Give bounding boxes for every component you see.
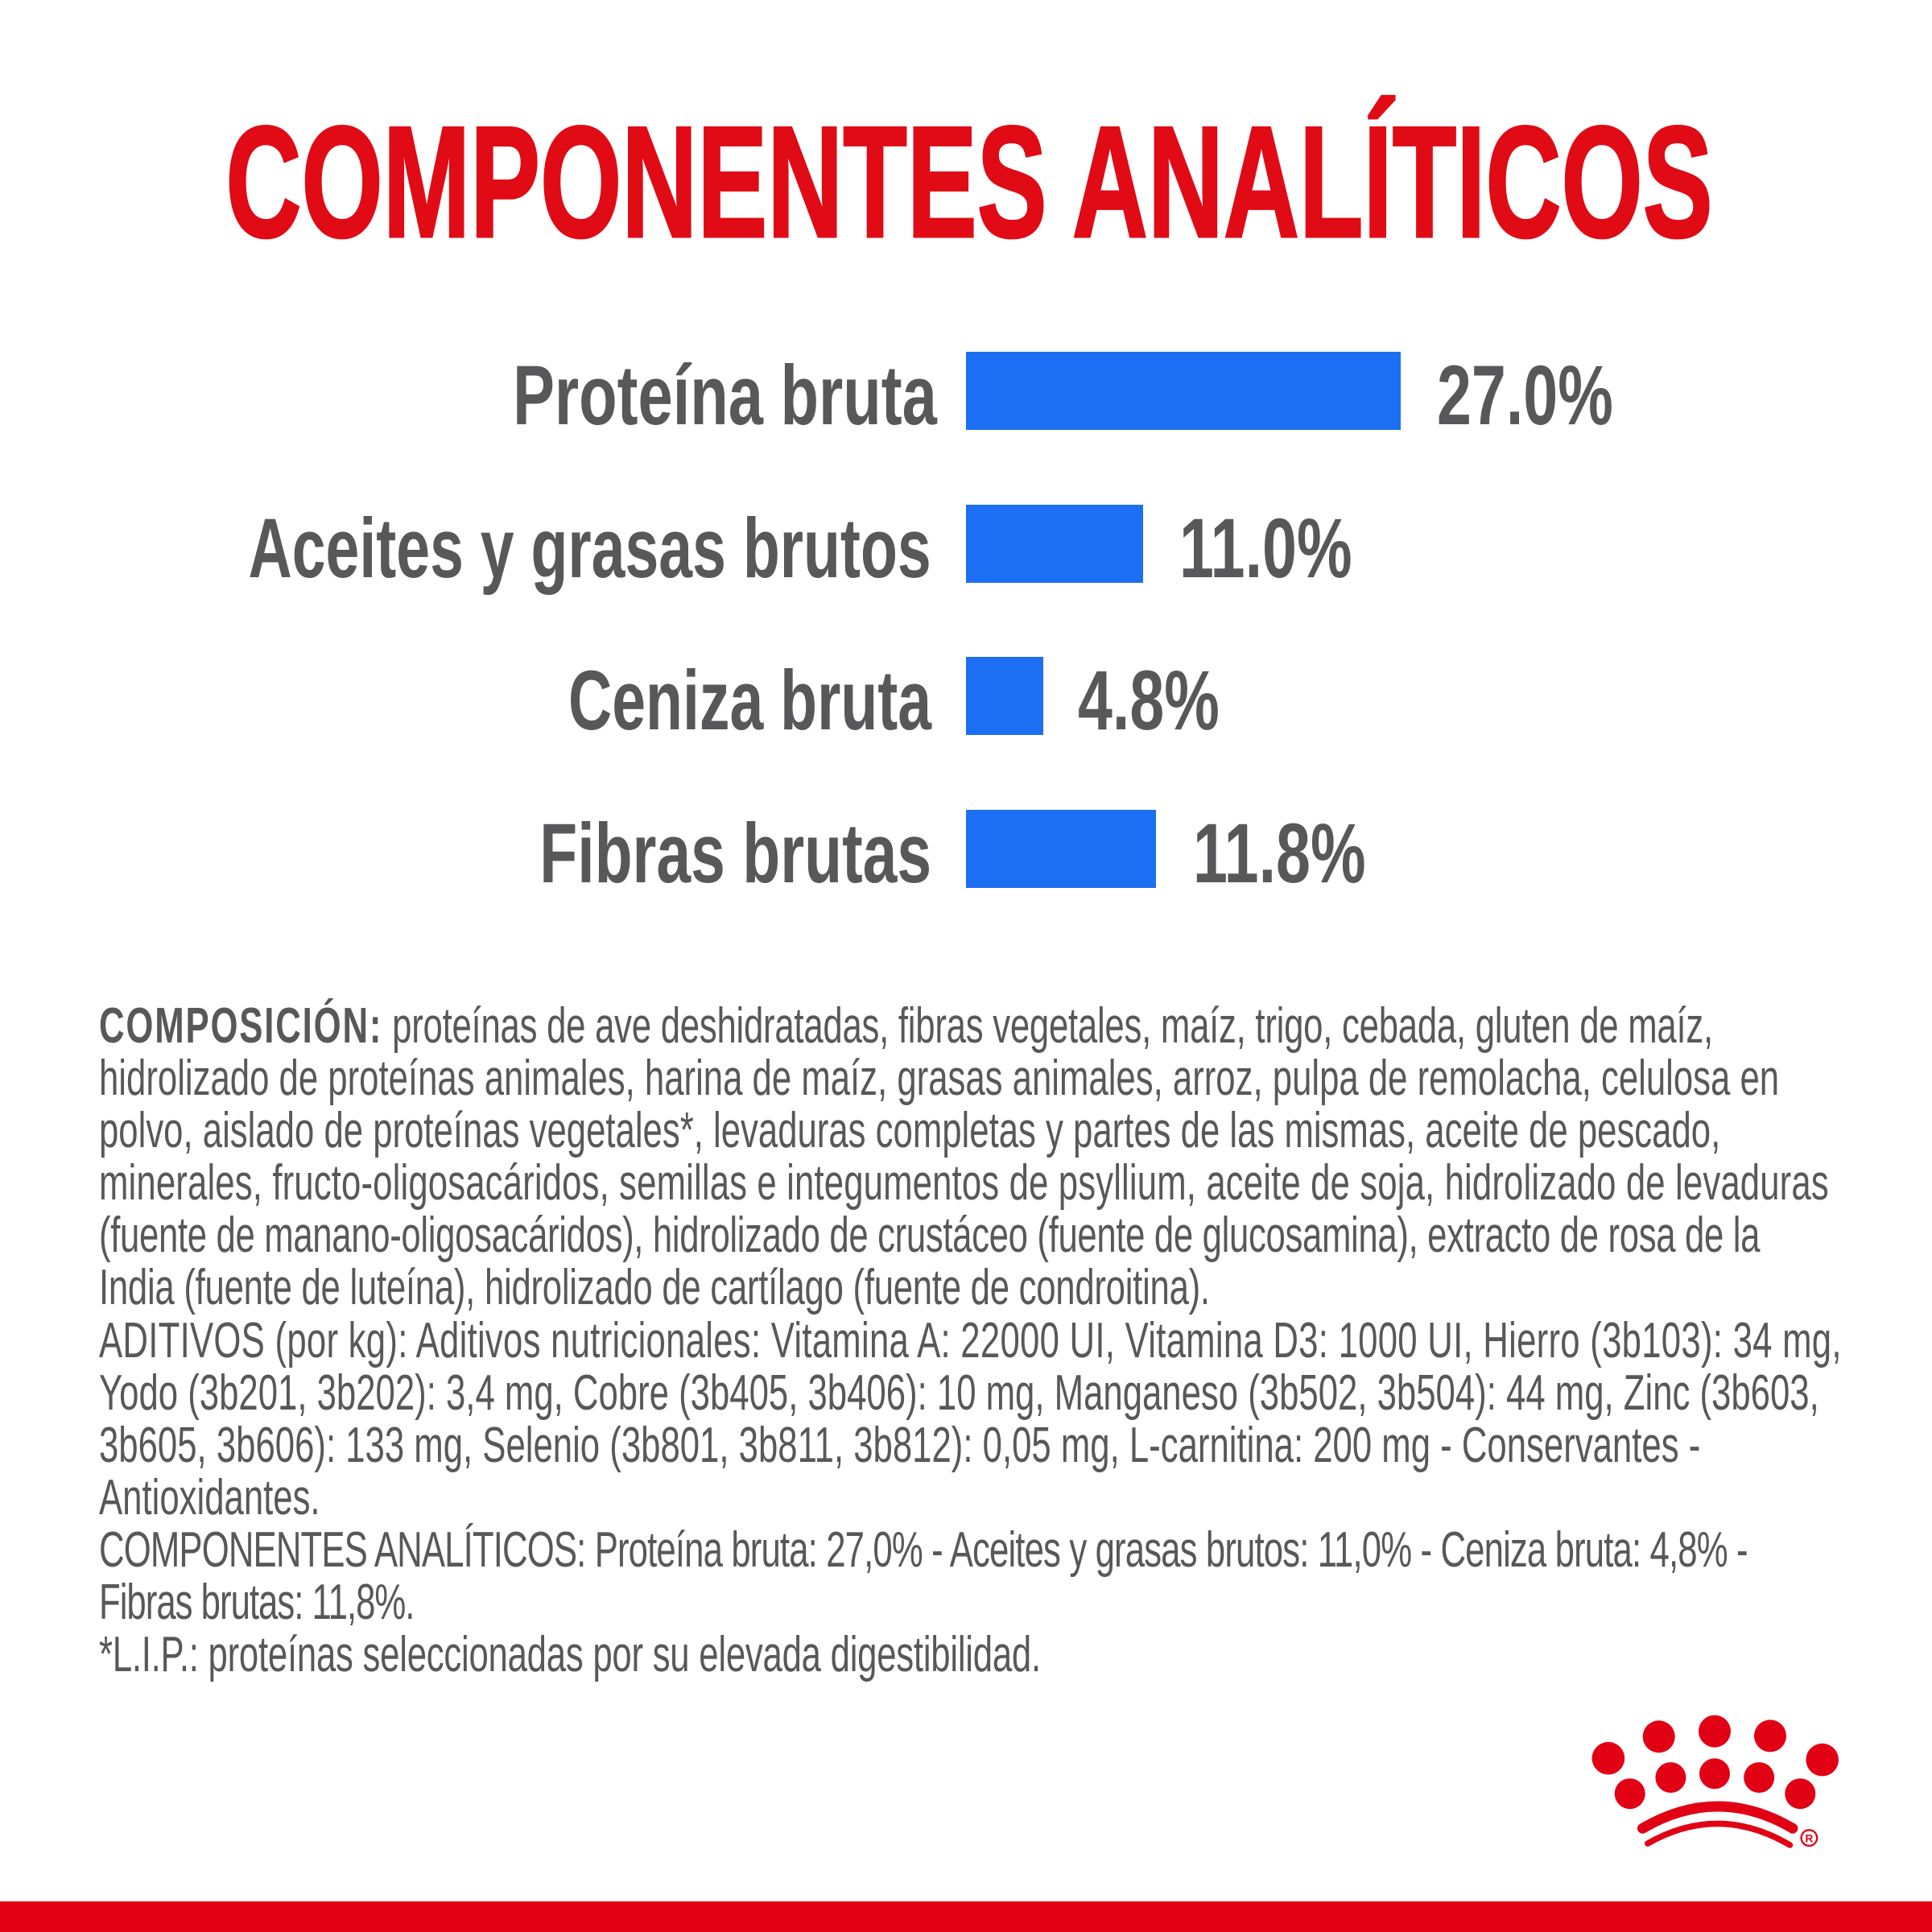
- svg-text:R: R: [1806, 1832, 1814, 1844]
